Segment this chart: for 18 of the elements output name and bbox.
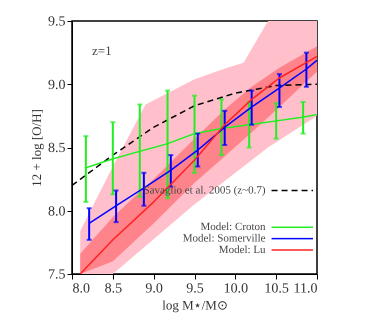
legend-label: Model: Lu [218, 244, 266, 256]
y-tick-label: 9.5 [48, 14, 66, 30]
x-axis-title: log M⋆/M⊙ [162, 298, 228, 312]
x-tick-label: 9.0 [145, 282, 163, 296]
x-tick-label: 11.0 [294, 282, 318, 296]
x-tick-label: 8.5 [104, 282, 122, 296]
y-tick-label: 8.5 [48, 141, 66, 156]
legend-label: Model: Somerville [182, 232, 266, 245]
y-axis-title: 12 + log [O/H] [29, 109, 44, 187]
x-tick-label: 10.5 [264, 282, 289, 296]
legend-label: Model: Croton [200, 221, 266, 234]
y-tick-label: 9.0 [48, 78, 66, 93]
annotation: z=1 [92, 43, 112, 58]
y-tick-label: 7.5 [48, 268, 66, 282]
x-tick-label: 10.0 [224, 282, 248, 296]
y-tick-label: 8.0 [48, 204, 66, 220]
x-tick-label: 9.5 [186, 282, 204, 296]
x-tick-label: 8.0 [72, 282, 90, 296]
